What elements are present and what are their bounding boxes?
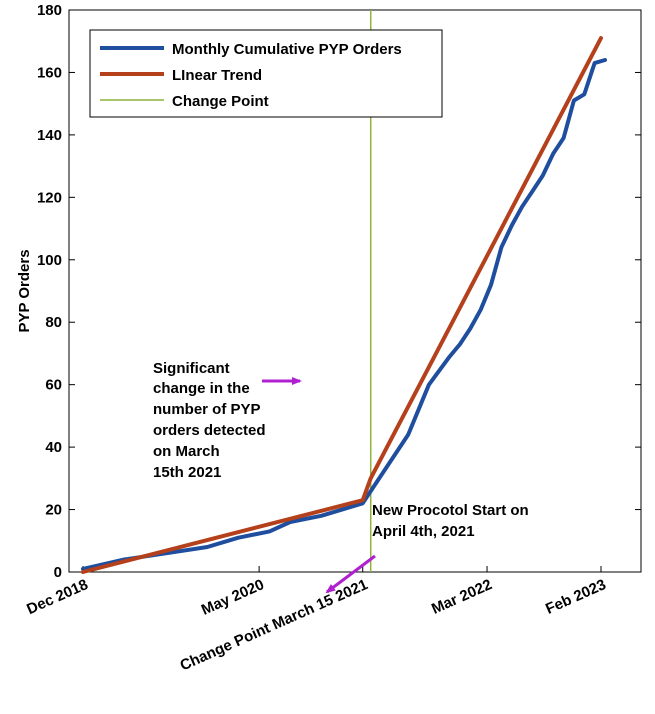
annotation-line: number of PYP bbox=[153, 401, 261, 418]
y-tick-label: 80 bbox=[45, 314, 62, 331]
annotation-new-protocol: New Procotol Start on April 4th, 2021 bbox=[325, 502, 529, 594]
y-tick-label: 60 bbox=[45, 377, 62, 394]
annotation-line: orders detected bbox=[153, 422, 266, 439]
annotation-line: change in the bbox=[153, 380, 250, 397]
legend: Monthly Cumulative PYP Orders LInear Tre… bbox=[89, 29, 443, 118]
y-tick-label: 160 bbox=[37, 64, 62, 81]
series-cumulative-line bbox=[81, 58, 607, 571]
legend-label-trend: LInear Trend bbox=[172, 67, 262, 84]
annotation-line: Significant bbox=[153, 360, 230, 377]
x-tick-label: Mar 2022 bbox=[429, 576, 495, 618]
annotation-line: New Procotol Start on bbox=[372, 502, 529, 519]
legend-label-cumulative: Monthly Cumulative PYP Orders bbox=[172, 41, 402, 58]
annotation-significant-change: Significant change in the number of PYP … bbox=[153, 360, 302, 481]
annotation-line: April 4th, 2021 bbox=[372, 523, 475, 540]
y-tick-label: 180 bbox=[37, 2, 62, 19]
x-tick-label: Change Point March 15 2021 bbox=[178, 576, 371, 674]
series-group bbox=[81, 36, 607, 574]
annotation-arrow bbox=[325, 554, 376, 594]
annotation-line: 15th 2021 bbox=[153, 464, 221, 481]
y-tick-label: 120 bbox=[37, 189, 62, 206]
x-tick-label: May 2020 bbox=[199, 576, 267, 619]
y-tick-label: 20 bbox=[45, 502, 62, 519]
series-linear-trend-line bbox=[81, 36, 603, 574]
x-tick-label: Dec 2018 bbox=[24, 576, 90, 618]
y-tick-label: 0 bbox=[54, 564, 62, 581]
legend-label-change-point: Change Point bbox=[172, 93, 269, 110]
x-tick-label: Feb 2023 bbox=[543, 576, 609, 618]
y-tick-label: 40 bbox=[45, 439, 62, 456]
y-axis-label: PYP Orders bbox=[16, 249, 33, 332]
annotation-line: on March bbox=[153, 443, 220, 460]
y-axis-ticks: 0 20 40 60 80 100 120 140 160 180 bbox=[37, 2, 641, 581]
y-tick-label: 100 bbox=[37, 252, 62, 269]
y-tick-label: 140 bbox=[37, 127, 62, 144]
